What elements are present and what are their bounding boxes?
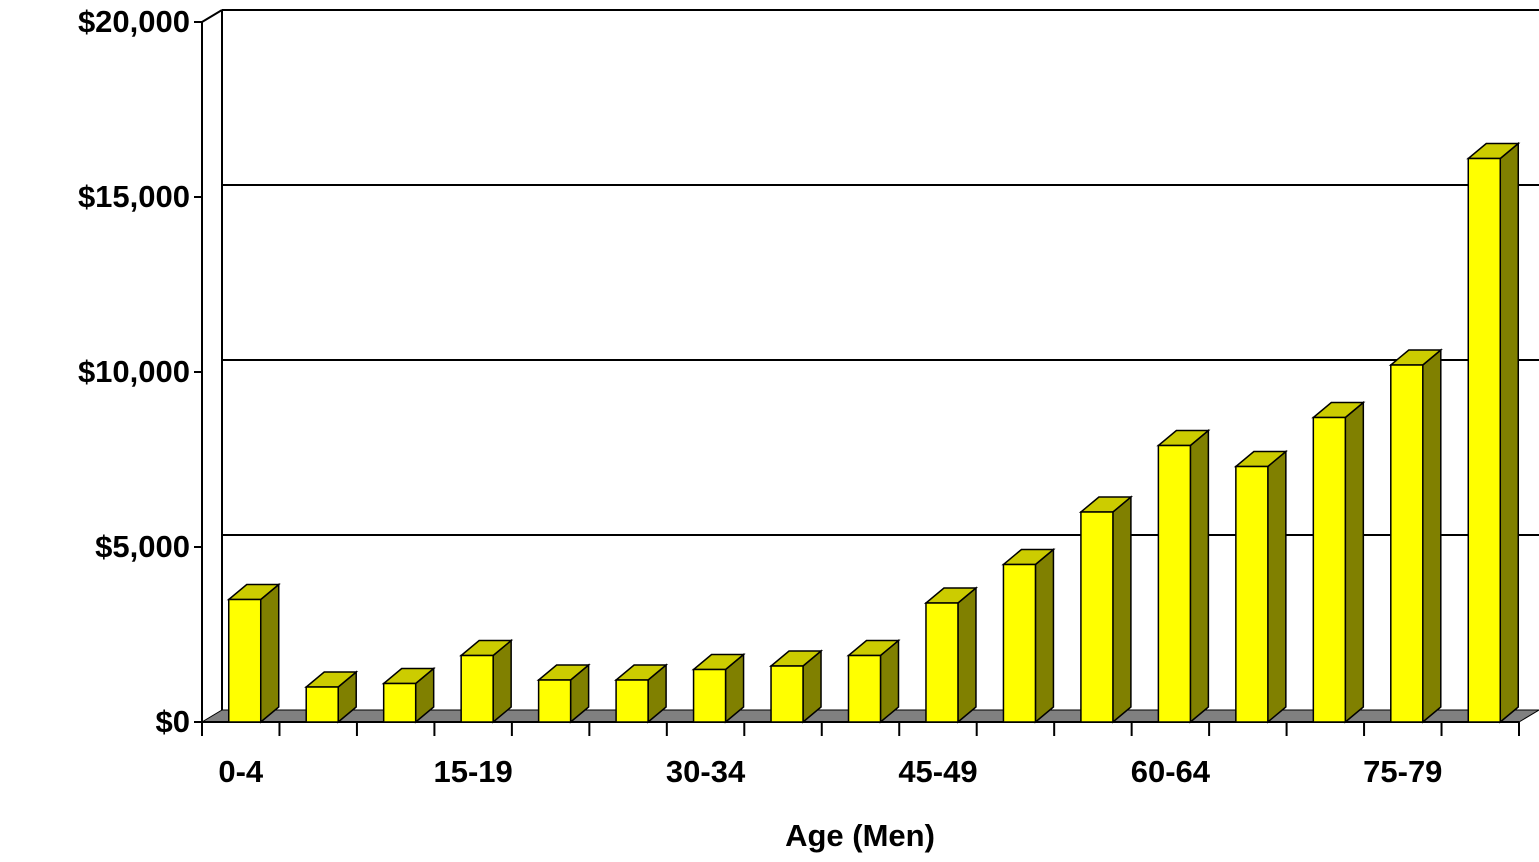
y-tick-label: $20,000 — [78, 4, 190, 39]
bar-front — [847, 654, 882, 723]
y-tick-label: $10,000 — [78, 354, 190, 389]
bar-side — [1499, 141, 1520, 724]
bar — [768, 649, 824, 724]
bar — [536, 663, 591, 724]
bar-front — [925, 602, 959, 723]
y-tick-label: $5,000 — [95, 529, 190, 564]
bar — [923, 586, 979, 724]
x-tick-label: 30-34 — [666, 754, 746, 789]
bar-front — [692, 668, 727, 723]
bar — [1001, 547, 1056, 724]
bar-front — [305, 686, 339, 723]
bar-side — [1344, 400, 1365, 724]
bar — [614, 663, 669, 724]
bar-side — [957, 586, 977, 724]
bar — [1388, 348, 1443, 724]
bar-front — [537, 679, 572, 723]
bar-side — [1112, 495, 1132, 724]
bar — [1466, 141, 1521, 724]
bar-front — [770, 665, 804, 723]
x-tick-label: 60-64 — [1131, 754, 1211, 789]
bar-side — [1189, 428, 1210, 724]
bar — [381, 666, 436, 724]
x-tick-label: 0-4 — [218, 754, 264, 789]
axis-line — [201, 9, 223, 23]
bar-front — [1235, 465, 1269, 723]
bar-front — [1080, 511, 1114, 723]
bar — [1233, 449, 1288, 724]
bar-front — [615, 679, 649, 723]
bar — [1311, 400, 1366, 724]
bar — [459, 638, 514, 724]
bar — [846, 638, 901, 724]
bar — [226, 582, 281, 724]
y-tick-label: $0 — [156, 704, 190, 739]
x-axis-label: Age (Men) — [785, 818, 935, 853]
bar — [1156, 428, 1211, 724]
bar — [691, 652, 746, 724]
bar-front — [1157, 444, 1192, 723]
bar — [304, 670, 359, 724]
bar-side — [1267, 449, 1287, 724]
bar-front — [460, 654, 494, 723]
bar-front — [1390, 364, 1424, 723]
y-tick-label: $15,000 — [78, 179, 190, 214]
x-tick-label: 45-49 — [898, 754, 977, 789]
x-tick-label: 75-79 — [1363, 754, 1442, 789]
bar-front — [1002, 563, 1037, 723]
bar-front — [1312, 416, 1347, 723]
x-tick-label: 15-19 — [433, 754, 512, 789]
bar — [1078, 495, 1133, 724]
bar-side — [1422, 348, 1442, 724]
bar-front — [382, 682, 417, 723]
bar-side — [259, 582, 280, 724]
bar-front — [1467, 157, 1502, 723]
bar-front — [227, 598, 262, 723]
bar-side — [1034, 547, 1055, 724]
